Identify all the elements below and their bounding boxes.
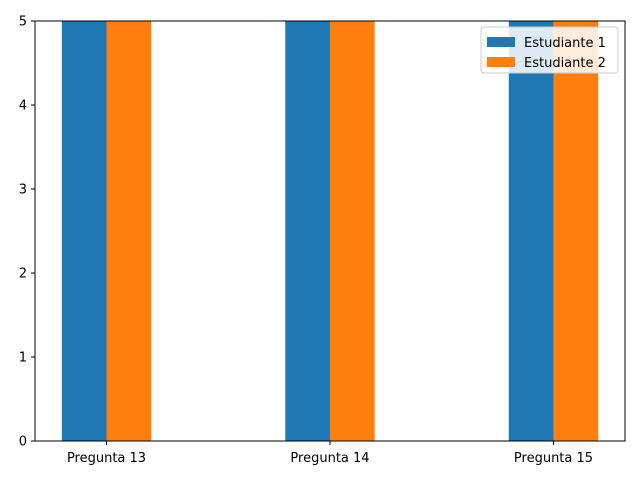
x-axis: Pregunta 13 Pregunta 14 Pregunta 15 <box>67 441 593 466</box>
y-tick-label: 5 <box>19 15 27 30</box>
x-tick-label: Pregunta 13 <box>67 451 146 466</box>
bars-layer <box>61 21 599 441</box>
legend-box <box>480 26 619 74</box>
bar-2-pregunta-15 <box>553 21 599 441</box>
bar-1-pregunta-15 <box>508 21 554 441</box>
bar-2-pregunta-14 <box>330 21 375 441</box>
x-tick-label: Pregunta 14 <box>290 451 369 466</box>
y-tick-label: 0 <box>19 435 27 450</box>
y-tick-label: 1 <box>19 351 27 366</box>
y-tick-label: 3 <box>19 183 27 198</box>
legend-swatch <box>487 37 515 47</box>
legend: Estudiante 1 Estudiante 2 <box>480 26 619 74</box>
legend-label: Estudiante 1 <box>524 36 606 51</box>
y-axis: 0 1 2 3 4 5 <box>19 15 35 450</box>
bar-1-pregunta-14 <box>285 21 330 441</box>
legend-swatch <box>487 57 515 67</box>
y-tick-label: 4 <box>19 99 27 114</box>
x-tick-label: Pregunta 15 <box>514 451 593 466</box>
bar-2-pregunta-13 <box>106 21 152 441</box>
legend-label: Estudiante 2 <box>524 56 606 71</box>
bar-1-pregunta-13 <box>61 21 107 441</box>
y-tick-label: 2 <box>19 267 27 282</box>
